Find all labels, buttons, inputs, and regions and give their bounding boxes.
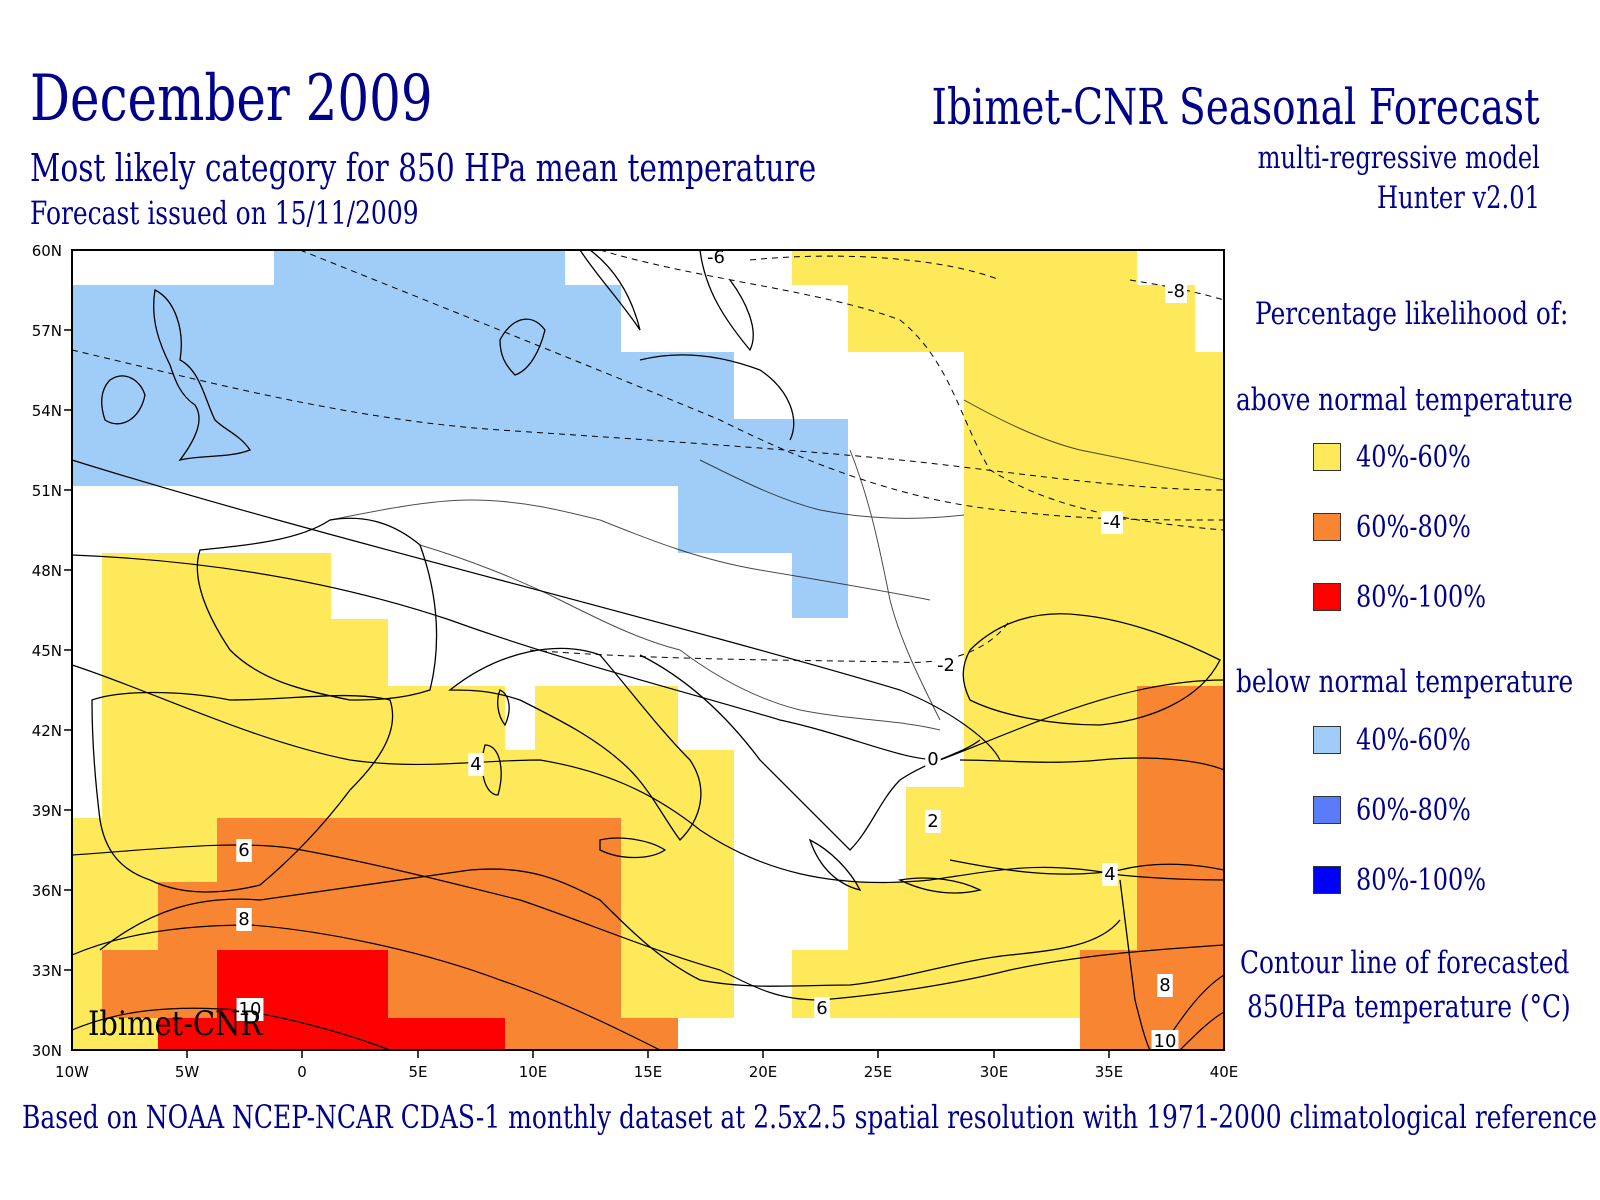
contour-label: -8 [1167,281,1185,302]
lon-ticks [186,1050,1110,1058]
lon-tick-label: 30E [980,1063,1009,1081]
above-normal-red [158,950,505,1050]
contour-label: -4 [1103,512,1121,533]
lat-tick-label: 42N [32,722,62,740]
model-version: Hunter v2.01 [1376,180,1540,216]
lon-tick-label: 5W [175,1063,200,1081]
lon-tick-label: 0 [297,1063,307,1081]
contour-label: 0 [927,749,938,770]
issue-date: Forecast issued on 15/11/2009 [30,194,419,232]
lon-tick-label: 15E [634,1063,663,1081]
lat-tick-label: 30N [32,1042,62,1060]
lat-tick-label: 60N [32,242,62,260]
contour-label-bg [1101,511,1123,534]
page-title: December 2009 [30,62,433,136]
contour-label: 4 [470,754,481,775]
lon-tick-label: 10E [519,1063,548,1081]
lat-tick-label: 51N [32,482,62,500]
contour-label: 4 [1104,864,1115,885]
lat-ticks [64,329,72,971]
lat-axis: 60N 57N 54N 51N 48N 45N 42N 39N 36N 33N … [32,242,62,1060]
contour-label-bg [1102,863,1118,886]
contour-label-bg [468,753,484,776]
contour-label-bg [705,246,727,269]
contour-label-bg [1157,974,1173,997]
contour-label-bg [236,839,252,862]
contour-label: -6 [707,247,725,268]
legend-swatch-above-60 [1313,513,1341,541]
contour-label: 2 [927,811,938,832]
lon-tick-label: 35E [1095,1063,1124,1081]
legend-label-below-80: 80%-100% [1356,863,1487,898]
coastlines [91,249,1225,1051]
contour-label-bg [925,810,941,833]
contour-label-bg [236,998,264,1021]
above-normal-east [792,250,1224,1050]
lat-tick-label: 39N [32,802,62,820]
map-watermark: Ibimet-CNR [88,1005,263,1044]
contour-label-bg [1165,280,1187,303]
lon-tick-label: 5E [408,1063,427,1081]
lon-tick-label: 25E [864,1063,893,1081]
lat-tick-label: 54N [32,402,62,420]
legend-contour-units: 850HPa temperature (°C) [1247,989,1571,1025]
lat-tick-label: 45N [32,642,62,660]
contour-label: 6 [816,998,827,1019]
contour-label: 10 [239,999,262,1020]
contour-label: 6 [238,840,249,861]
contour-label-bg [1151,1030,1179,1053]
above-normal-orange-east [1080,686,1224,1050]
legend-label-above-60: 60%-80% [1356,510,1471,545]
below-normal-region [72,250,848,618]
lat-tick-label: 57N [32,322,62,340]
contour-label: 8 [238,909,249,930]
contour-label-bg [814,997,830,1020]
legend-swatch-above-80 [1313,583,1341,611]
legend-swatch-above-40 [1313,443,1341,471]
legend-label-below-60: 60%-80% [1356,793,1471,828]
temperature-contours [71,459,1225,1051]
legend-below-title: below normal temperature [1236,664,1574,700]
lon-tick-label: 10W [55,1063,89,1081]
legend-label-above-80: 80%-100% [1356,580,1487,615]
legend-label-above-40: 40%-60% [1356,440,1471,475]
contour-label-bg [925,748,941,771]
lon-tick-label: 20E [749,1063,778,1081]
lat-tick-label: 48N [32,562,62,580]
legend-contour-title: Contour line of forecasted [1240,945,1570,981]
legend-swatch-below-60 [1313,796,1341,824]
lon-axis: 10W 5W 0 5E 10E 15E 20E 25E 30E 35E 40E [55,1063,1238,1081]
legend-heading: Percentage likelihood of: [1255,296,1569,332]
organization-title: Ibimet-CNR Seasonal Forecast [931,78,1540,136]
contour-label-marks: -6 -8 -4 -2 0 2 4 4 6 6 8 8 10 10 [236,246,1187,1053]
borders [329,399,1225,731]
legend-above-title: above normal temperature [1236,382,1573,418]
legend-label-below-40: 40%-60% [1356,723,1471,758]
legend-swatch-below-80 [1313,866,1341,894]
lon-tick-label: 40E [1210,1063,1239,1081]
contour-label-bg [935,654,957,677]
lat-tick-label: 33N [32,962,62,980]
contour-label: 10 [1154,1031,1177,1052]
legend-swatch-below-40 [1313,726,1341,754]
model-name: multi-regressive model [1257,140,1540,176]
page-subtitle: Most likely category for 850 HPa mean te… [30,146,817,190]
lat-tick-label: 36N [32,882,62,900]
contour-label: 8 [1159,975,1170,996]
contour-label: -2 [937,655,955,676]
data-source-footer: Based on NOAA NCEP-NCAR CDAS-1 monthly d… [22,1098,1598,1136]
contour-label-bg [236,908,252,931]
